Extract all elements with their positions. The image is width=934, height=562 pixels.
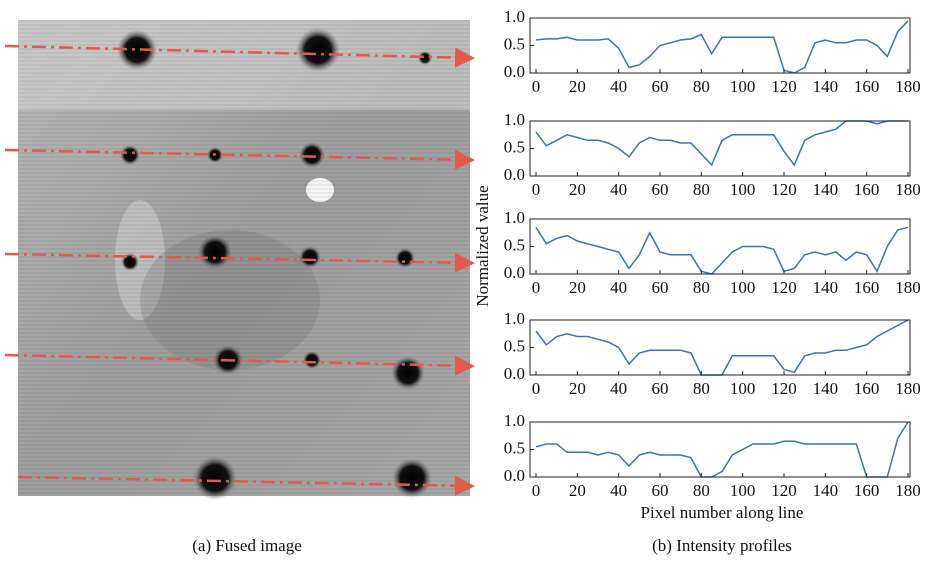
x-tick-label: 100 [730, 180, 756, 199]
y-tick-label: 1.0 [504, 110, 525, 129]
x-tick-label: 180 [895, 379, 921, 398]
axes-frame [529, 120, 911, 177]
x-tick-label: 140 [813, 278, 839, 297]
x-tick-label: 80 [693, 379, 710, 398]
x-tick-label: 160 [854, 278, 880, 297]
y-tick-label: 0.0 [504, 62, 525, 81]
y-tick-label: 0.5 [504, 34, 525, 53]
caption: (a) Fused image [192, 536, 302, 555]
x-tick-label: 100 [730, 481, 756, 500]
axes-frame [529, 319, 911, 376]
profile-line [535, 120, 908, 167]
y-tick-label: 0.5 [504, 137, 525, 156]
profile-line [535, 20, 909, 74]
x-tick-label: 60 [652, 278, 669, 297]
x-tick-label: 120 [771, 180, 797, 199]
x-tick-label: 160 [854, 77, 880, 96]
x-tick-label: 140 [813, 379, 839, 398]
x-axis-label: Pixel number along line [641, 503, 804, 522]
x-tick-label: 180 [895, 180, 921, 199]
y-tick-label: 0.0 [504, 466, 525, 485]
x-tick-label: 160 [854, 379, 880, 398]
x-tick-label: 140 [813, 481, 839, 500]
profile-line [535, 226, 909, 275]
x-tick-label: 140 [813, 77, 839, 96]
y-tick-label: 1.0 [504, 7, 525, 26]
x-tick-label: 120 [771, 481, 797, 500]
x-tick-label: 0 [532, 180, 541, 199]
y-tick-label: 0.0 [504, 165, 525, 184]
x-tick-label: 20 [569, 379, 586, 398]
x-tick-label: 180 [895, 77, 921, 96]
y-tick-label: 1.0 [504, 411, 525, 430]
x-tick-label: 60 [652, 77, 669, 96]
x-tick-label: 80 [693, 180, 710, 199]
x-tick-label: 100 [730, 379, 756, 398]
x-tick-label: 0 [532, 278, 541, 297]
x-tick-label: 60 [652, 481, 669, 500]
y-axis-label: Normalized value [473, 185, 492, 306]
fused-image [4, 20, 475, 500]
y-tick-label: 1.0 [504, 309, 525, 328]
x-tick-label: 180 [895, 481, 921, 500]
y-tick-label: 0.0 [504, 364, 525, 383]
caption: (b) Intensity profiles [652, 536, 792, 555]
y-tick-label: 0.5 [504, 336, 525, 355]
x-tick-label: 0 [532, 379, 541, 398]
y-tick-label: 0.5 [504, 438, 525, 457]
x-tick-label: 180 [895, 278, 921, 297]
x-tick-label: 160 [854, 180, 880, 199]
y-tick-label: 1.0 [504, 208, 525, 227]
x-tick-label: 100 [730, 278, 756, 297]
x-tick-label: 120 [771, 379, 797, 398]
x-tick-label: 120 [771, 278, 797, 297]
x-tick-label: 80 [693, 278, 710, 297]
x-tick-label: 20 [569, 481, 586, 500]
x-tick-label: 40 [610, 77, 627, 96]
x-tick-label: 0 [532, 77, 541, 96]
x-tick-label: 20 [569, 278, 586, 297]
x-tick-label: 160 [854, 481, 880, 500]
x-tick-label: 60 [652, 379, 669, 398]
x-tick-label: 60 [652, 180, 669, 199]
x-tick-label: 20 [569, 77, 586, 96]
axes-frame [529, 421, 911, 478]
x-tick-label: 40 [610, 278, 627, 297]
y-tick-label: 0.5 [504, 235, 525, 254]
x-tick-label: 40 [610, 180, 627, 199]
x-tick-label: 40 [610, 481, 627, 500]
x-tick-label: 100 [730, 77, 756, 96]
profile-line [535, 421, 909, 478]
x-tick-label: 120 [771, 77, 797, 96]
x-tick-label: 20 [569, 180, 586, 199]
profile-line [535, 319, 909, 376]
axes-frame [529, 17, 911, 74]
y-tick-label: 0.0 [504, 263, 525, 282]
x-tick-label: 80 [693, 481, 710, 500]
x-tick-label: 140 [813, 180, 839, 199]
x-tick-label: 80 [693, 77, 710, 96]
x-tick-label: 0 [532, 481, 541, 500]
x-tick-label: 40 [610, 379, 627, 398]
